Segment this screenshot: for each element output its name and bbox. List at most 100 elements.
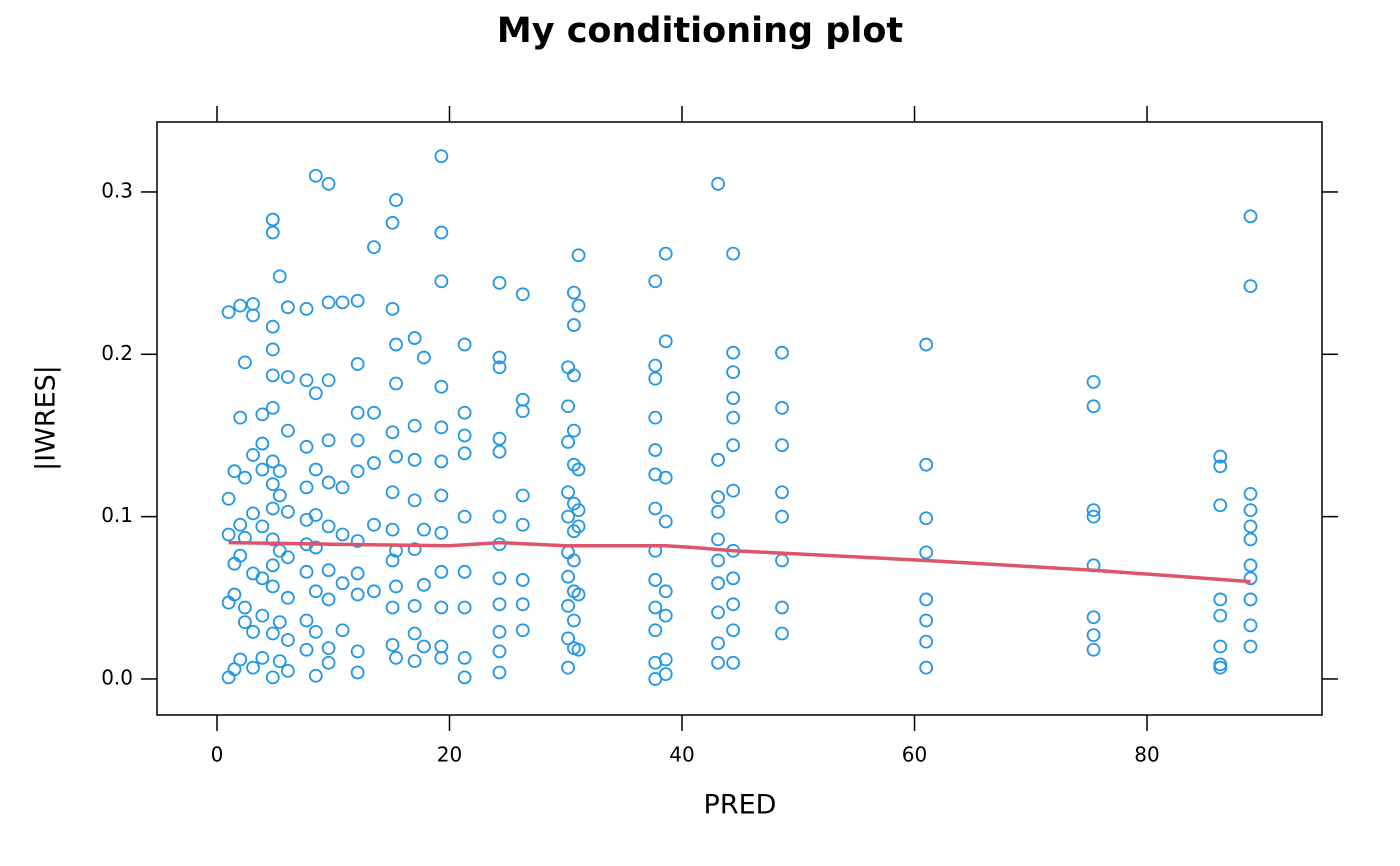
point <box>492 624 507 639</box>
point <box>265 212 280 227</box>
point <box>321 655 336 670</box>
point <box>367 517 381 532</box>
point <box>407 418 422 433</box>
point <box>457 650 472 665</box>
point <box>335 576 350 591</box>
point <box>1243 503 1258 518</box>
point <box>726 345 741 360</box>
point <box>237 355 252 370</box>
point <box>237 600 252 615</box>
point <box>434 420 449 435</box>
point <box>515 573 530 587</box>
y-tick-label: 0.3 <box>101 178 133 202</box>
x-tick-label: 0 <box>211 743 224 767</box>
point <box>237 470 252 485</box>
point <box>335 623 350 638</box>
point <box>1086 610 1101 625</box>
point <box>658 246 673 261</box>
point <box>775 400 789 415</box>
point <box>321 563 336 578</box>
point <box>1213 660 1228 675</box>
point <box>265 670 280 685</box>
point <box>648 623 663 638</box>
point <box>571 462 586 477</box>
point <box>457 405 472 420</box>
point <box>265 626 280 641</box>
point <box>711 636 725 651</box>
point <box>299 642 314 657</box>
point <box>515 517 530 532</box>
point <box>350 464 365 479</box>
point <box>775 485 789 500</box>
point <box>237 615 252 630</box>
point <box>308 386 323 401</box>
point <box>233 652 248 667</box>
point <box>350 405 365 420</box>
point <box>648 410 663 425</box>
point <box>515 404 530 419</box>
point <box>726 365 741 380</box>
point <box>385 301 400 316</box>
point <box>711 576 725 591</box>
point <box>658 667 673 681</box>
point <box>919 660 934 675</box>
point <box>255 519 270 534</box>
point <box>492 431 507 446</box>
point <box>1086 628 1101 643</box>
point <box>389 193 403 207</box>
point <box>265 558 280 573</box>
point <box>385 600 400 615</box>
point <box>457 564 472 579</box>
point <box>711 553 725 568</box>
point <box>434 564 449 579</box>
point <box>775 345 789 360</box>
point <box>571 248 586 263</box>
point <box>648 358 663 373</box>
point <box>648 371 663 386</box>
point <box>648 443 663 457</box>
point <box>726 655 741 670</box>
point <box>272 615 287 630</box>
smooth-line <box>228 540 1251 584</box>
point <box>350 566 365 581</box>
point <box>492 360 507 375</box>
point <box>457 600 472 615</box>
point <box>457 337 472 352</box>
point <box>919 613 934 628</box>
point <box>350 587 365 602</box>
x-tick-label: 60 <box>902 743 927 767</box>
point <box>561 509 575 524</box>
point <box>335 527 350 542</box>
point <box>919 457 934 472</box>
point <box>711 532 725 547</box>
point <box>389 579 403 594</box>
point <box>265 342 280 357</box>
point <box>561 599 575 613</box>
point <box>492 597 507 612</box>
point <box>566 553 581 568</box>
point <box>648 274 663 289</box>
point <box>1213 498 1228 513</box>
chart-title: My conditioning plot <box>497 11 903 51</box>
point <box>265 454 280 469</box>
point <box>658 608 673 623</box>
point <box>265 319 280 334</box>
point <box>492 644 507 659</box>
point <box>775 438 789 453</box>
point <box>246 624 260 639</box>
point <box>1243 487 1258 501</box>
point <box>221 305 236 319</box>
point <box>255 650 270 665</box>
point <box>561 569 575 584</box>
point <box>299 301 314 316</box>
x-tick-label: 80 <box>1134 743 1159 767</box>
point <box>385 522 400 537</box>
point <box>272 464 287 479</box>
point <box>308 668 323 683</box>
point <box>434 525 449 540</box>
point <box>566 524 581 539</box>
point <box>233 410 248 425</box>
point <box>1243 209 1258 224</box>
